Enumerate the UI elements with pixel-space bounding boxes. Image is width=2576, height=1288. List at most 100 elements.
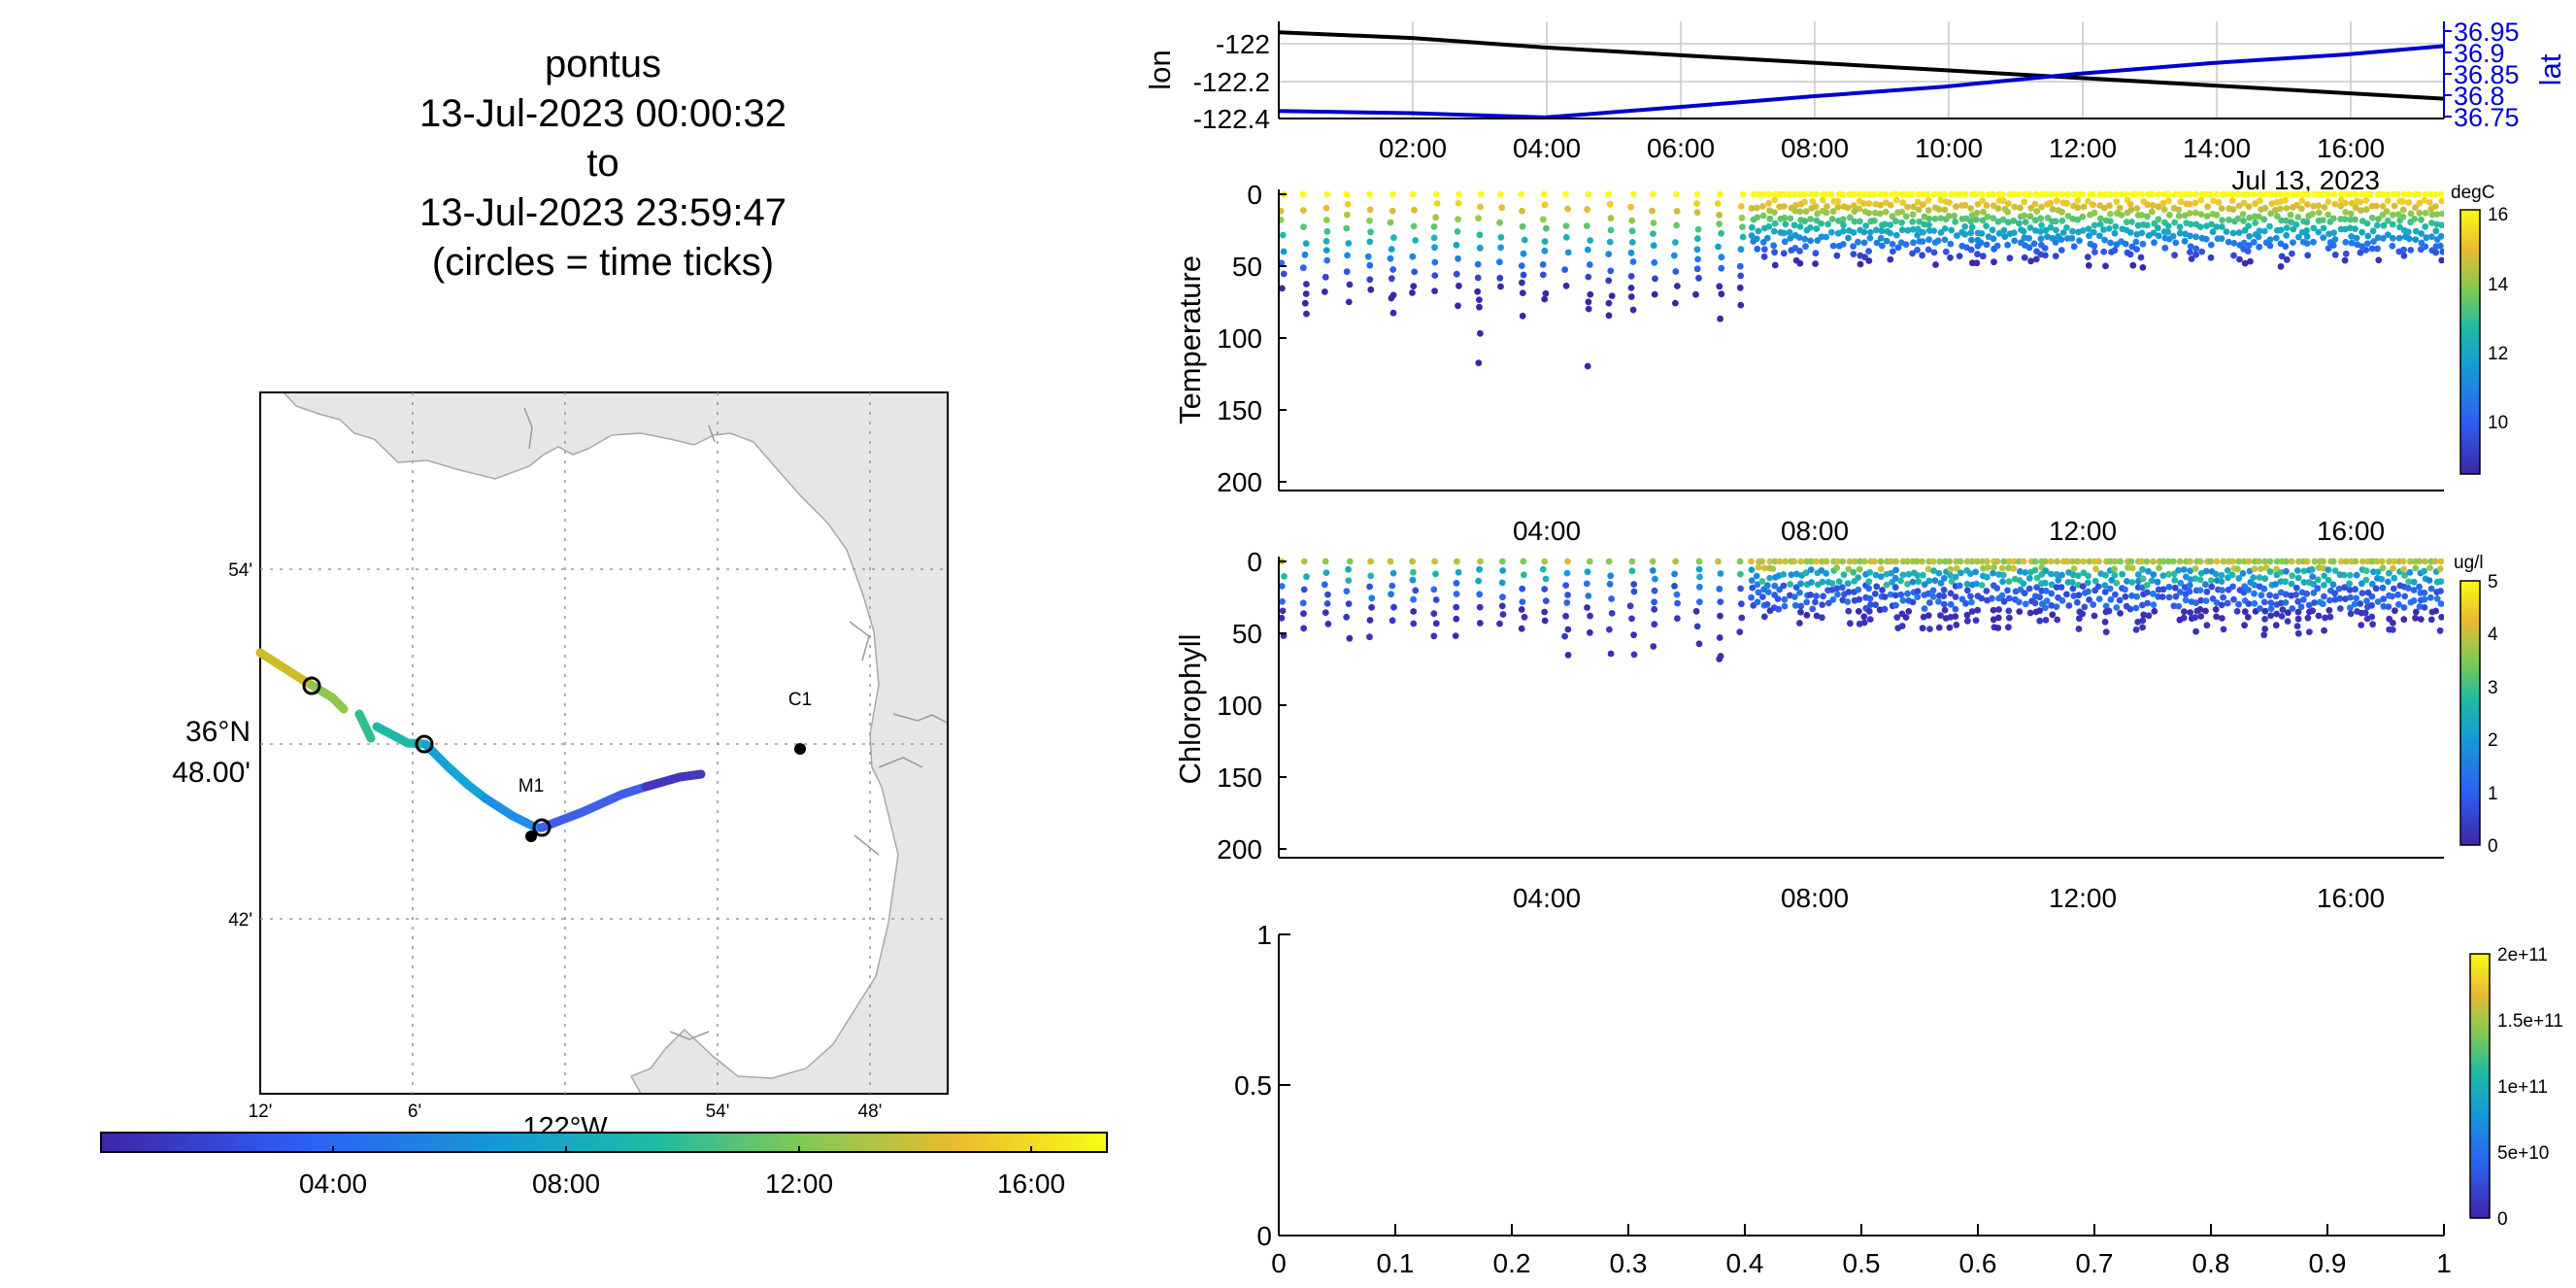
chlorophyll-point bbox=[2427, 616, 2435, 624]
temperature-point bbox=[1431, 288, 1438, 294]
chlorophyll-point bbox=[1993, 558, 2001, 565]
temperature-point bbox=[1856, 190, 1863, 198]
chlorophyll-point bbox=[2267, 605, 2275, 612]
temperature-point bbox=[2278, 190, 2285, 198]
chlorophyll-point bbox=[2151, 607, 2158, 615]
chlorophyll-point bbox=[2294, 597, 2302, 605]
chlorophyll-point bbox=[2057, 584, 2065, 591]
chlorophyll-x-tick: 04:00 bbox=[1513, 883, 1581, 913]
chlorophyll-point bbox=[2224, 566, 2231, 574]
chlorophyll-point bbox=[2171, 584, 2179, 592]
temperature-point bbox=[1388, 246, 1395, 253]
chlorophyll-point bbox=[1787, 581, 1794, 588]
temperature-point bbox=[1945, 213, 1953, 220]
chlorophyll-point bbox=[2031, 599, 2039, 607]
temperature-point bbox=[2122, 240, 2129, 248]
temperature-point bbox=[2164, 222, 2172, 230]
temperature-point bbox=[1935, 206, 1943, 213]
temperature-point bbox=[2235, 202, 2243, 210]
temperature-point bbox=[1693, 246, 1701, 254]
chlorophyll-point bbox=[2058, 596, 2066, 604]
temperature-point bbox=[1790, 221, 1798, 229]
temperature-point bbox=[2126, 200, 2134, 208]
temperature-point bbox=[2144, 213, 2151, 220]
chlorophyll-point bbox=[1606, 626, 1613, 633]
chlorophyll-point bbox=[2251, 599, 2258, 607]
temperature-point bbox=[1942, 248, 1950, 255]
chlorophyll-point bbox=[2107, 595, 2115, 603]
temperature-point bbox=[2134, 221, 2142, 229]
chlorophyll-point bbox=[2169, 558, 2177, 565]
chlorophyll-point bbox=[1962, 599, 1969, 607]
temperature-point bbox=[2303, 240, 2311, 248]
temperature-point bbox=[1877, 201, 1885, 209]
temperature-point bbox=[1389, 190, 1396, 198]
chlorophyll-point bbox=[1279, 597, 1286, 605]
temperature-point bbox=[2437, 190, 2444, 198]
chlorophyll-point bbox=[1755, 563, 1762, 571]
temperature-point bbox=[2197, 211, 2205, 219]
chlorophyll-point bbox=[2229, 583, 2237, 591]
chlorophyll-point bbox=[1455, 568, 1462, 576]
temperature-point bbox=[2207, 241, 2215, 249]
chlorophyll-point bbox=[1909, 598, 1917, 606]
chlorophyll-point bbox=[1807, 566, 1815, 573]
chlorophyll-point bbox=[1952, 593, 1959, 600]
chlorophyll-point bbox=[2341, 584, 2349, 592]
temperature-point bbox=[2255, 233, 2262, 241]
chlorophyll-point bbox=[2111, 558, 2119, 565]
chlorophyll-point bbox=[1846, 558, 1854, 565]
chlorophyll-point bbox=[1388, 617, 1396, 625]
temperature-point bbox=[1753, 204, 1760, 212]
temperature-point bbox=[2063, 190, 2071, 198]
temperature-point bbox=[1952, 219, 1959, 225]
temperature-point bbox=[2090, 201, 2097, 209]
station-c1-marker bbox=[794, 743, 806, 755]
lon-tick: -122.4 bbox=[1193, 104, 1270, 134]
temperature-point bbox=[2149, 208, 2156, 216]
temperature-point bbox=[1877, 234, 1885, 242]
temperature-point bbox=[2303, 219, 2311, 226]
chlorophyll-point bbox=[2015, 558, 2023, 565]
temperature-point bbox=[2225, 216, 2232, 223]
chlorophyll-point bbox=[1300, 586, 1308, 593]
temperature-point bbox=[1961, 190, 1969, 198]
temperature-point bbox=[1366, 238, 1374, 246]
chlorophyll-point bbox=[2042, 587, 2050, 594]
empty-x-tick: 0.1 bbox=[1377, 1248, 1415, 1278]
temperature-point bbox=[1627, 285, 1635, 291]
temperature-point bbox=[2031, 217, 2039, 224]
temperature-point bbox=[2010, 217, 2018, 224]
chlorophyll-point bbox=[1904, 590, 1911, 597]
temperature-point bbox=[1979, 217, 1987, 224]
chlorophyll-point bbox=[1833, 564, 1841, 571]
temperature-point bbox=[2202, 190, 2210, 198]
temperature-point bbox=[1941, 206, 1949, 214]
chlorophyll-point bbox=[2055, 576, 2062, 584]
temperature-point bbox=[2123, 190, 2130, 198]
temperature-point bbox=[1790, 190, 1798, 198]
chlorophyll-point bbox=[2412, 564, 2420, 572]
temperature-point bbox=[1737, 301, 1745, 309]
chlorophyll-point bbox=[2422, 558, 2428, 565]
temperature-point bbox=[2352, 216, 2359, 223]
temperature-point bbox=[1585, 190, 1592, 198]
temperature-point bbox=[2031, 200, 2039, 208]
chlorophyll-point bbox=[1279, 607, 1287, 615]
temperature-point bbox=[2374, 234, 2382, 242]
chlorophyll-point bbox=[1813, 612, 1821, 620]
temperature-point bbox=[1477, 203, 1484, 211]
chlorophyll-point bbox=[2006, 614, 2013, 622]
temperature-point bbox=[2331, 251, 2339, 258]
chlorophyll-point bbox=[1920, 613, 1927, 621]
chlorophyll-point bbox=[1812, 558, 1820, 565]
temperature-point bbox=[2101, 190, 2109, 198]
chlorophyll-point bbox=[1948, 578, 1956, 585]
temperature-point bbox=[1343, 224, 1351, 232]
chlorophyll-point bbox=[1991, 563, 1998, 571]
chlorophyll-point bbox=[2165, 558, 2172, 565]
temperature-point bbox=[1796, 248, 1803, 254]
temperature-point bbox=[2432, 203, 2439, 210]
chlorophyll-point bbox=[1797, 608, 1804, 616]
temperature-y-ticks bbox=[1279, 193, 1287, 483]
